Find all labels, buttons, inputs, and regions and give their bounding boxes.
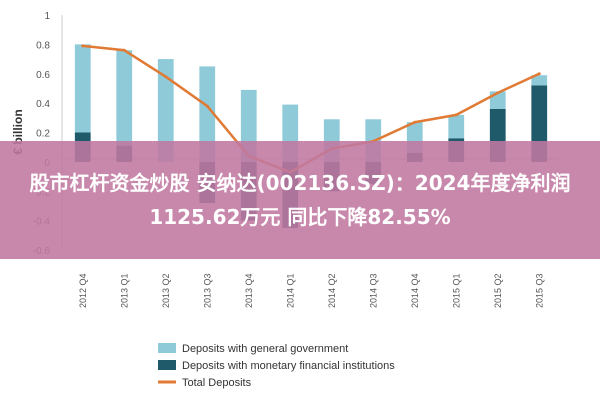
headline-banner: 股市杠杆资金炒股 安纳达(002136.SZ)：2024年度净利润1125.62… — [0, 141, 600, 259]
total-deposits-point — [164, 75, 168, 79]
total-deposits-point — [205, 104, 209, 108]
y-tick-label: 0.8 — [36, 40, 50, 51]
general-government-bar — [74, 44, 91, 133]
x-tick-label: 2013 Q1 — [119, 273, 129, 308]
y-tick-label: 0.4 — [36, 99, 50, 110]
general-government-bar — [448, 114, 465, 139]
x-tick-label: 2013 Q2 — [161, 273, 171, 308]
total-deposits-point — [496, 91, 500, 95]
x-tick-label: 2015 Q2 — [493, 273, 503, 308]
x-tick-label: 2014 Q4 — [410, 273, 420, 308]
legend-label: Deposits with monetary financial institu… — [182, 360, 395, 372]
total-deposits-point — [454, 113, 458, 117]
x-tick-label: 2014 Q3 — [368, 273, 378, 308]
y-tick-label: 0.6 — [36, 70, 50, 81]
chart-legend: Deposits with general government Deposits… — [158, 343, 395, 389]
legend-swatch — [158, 343, 176, 353]
x-tick-label: 2015 Q1 — [451, 273, 461, 308]
total-deposits-point — [413, 120, 417, 124]
y-tick-label: 1 — [44, 11, 50, 22]
x-tick-label: 2014 Q2 — [327, 273, 337, 308]
legend-label: Deposits with general government — [182, 343, 348, 355]
general-government-bar — [116, 50, 133, 146]
general-government-bar — [157, 59, 174, 162]
general-government-bars — [74, 44, 548, 162]
total-deposits-point — [81, 44, 85, 48]
general-government-bar — [199, 66, 216, 162]
x-tick-label: 2015 Q3 — [534, 273, 544, 308]
legend-label: Total Deposits — [182, 377, 252, 389]
legend-swatch — [158, 360, 176, 370]
y-tick-label: 0.2 — [36, 129, 50, 140]
total-deposits-point — [122, 48, 126, 52]
general-government-bar — [531, 75, 548, 86]
headline-text[interactable]: 股市杠杆资金炒股 安纳达(002136.SZ)：2024年度净利润1125.62… — [29, 171, 571, 229]
total-deposits-point — [537, 72, 541, 76]
x-tick-label: 2012 Q4 — [78, 273, 88, 308]
x-tick-label: 2013 Q4 — [244, 273, 254, 308]
x-tick-label: 2014 Q1 — [285, 273, 295, 308]
x-tick-labels: 2012 Q4 2013 Q1 2013 Q2 2013 Q3 2013 Q4 2014 … — [78, 273, 545, 308]
x-tick-label: 2013 Q3 — [202, 273, 212, 308]
